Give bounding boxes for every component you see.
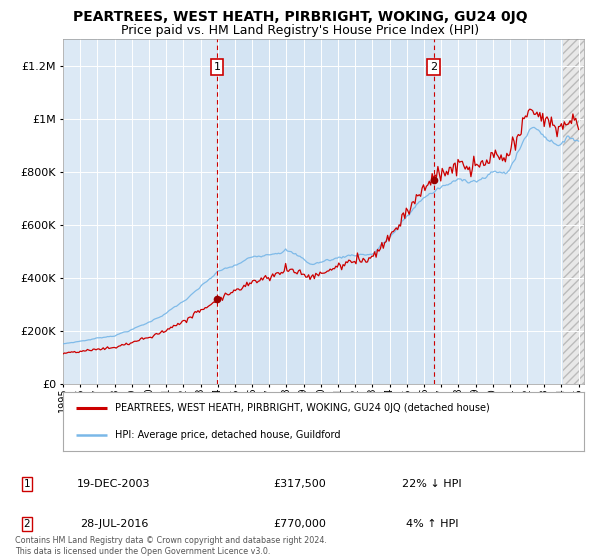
Text: Contains HM Land Registry data © Crown copyright and database right 2024.
This d: Contains HM Land Registry data © Crown c… <box>15 536 327 556</box>
Text: £770,000: £770,000 <box>274 519 326 529</box>
Text: 2: 2 <box>430 62 437 72</box>
Text: 1: 1 <box>23 479 31 489</box>
Text: 28-JUL-2016: 28-JUL-2016 <box>80 519 148 529</box>
Text: £317,500: £317,500 <box>274 479 326 489</box>
Text: HPI: Average price, detached house, Guildford: HPI: Average price, detached house, Guil… <box>115 430 341 440</box>
Text: 2: 2 <box>23 519 31 529</box>
Text: PEARTREES, WEST HEATH, PIRBRIGHT, WOKING, GU24 0JQ (detached house): PEARTREES, WEST HEATH, PIRBRIGHT, WOKING… <box>115 403 490 413</box>
Text: 19-DEC-2003: 19-DEC-2003 <box>77 479 151 489</box>
Bar <box>563 39 584 384</box>
Bar <box>563 39 584 384</box>
Text: 22% ↓ HPI: 22% ↓ HPI <box>402 479 462 489</box>
Bar <box>217 39 434 384</box>
Text: 4% ↑ HPI: 4% ↑ HPI <box>406 519 458 529</box>
Text: Price paid vs. HM Land Registry's House Price Index (HPI): Price paid vs. HM Land Registry's House … <box>121 24 479 36</box>
Text: PEARTREES, WEST HEATH, PIRBRIGHT, WOKING, GU24 0JQ: PEARTREES, WEST HEATH, PIRBRIGHT, WOKING… <box>73 10 527 24</box>
Text: 1: 1 <box>214 62 221 72</box>
